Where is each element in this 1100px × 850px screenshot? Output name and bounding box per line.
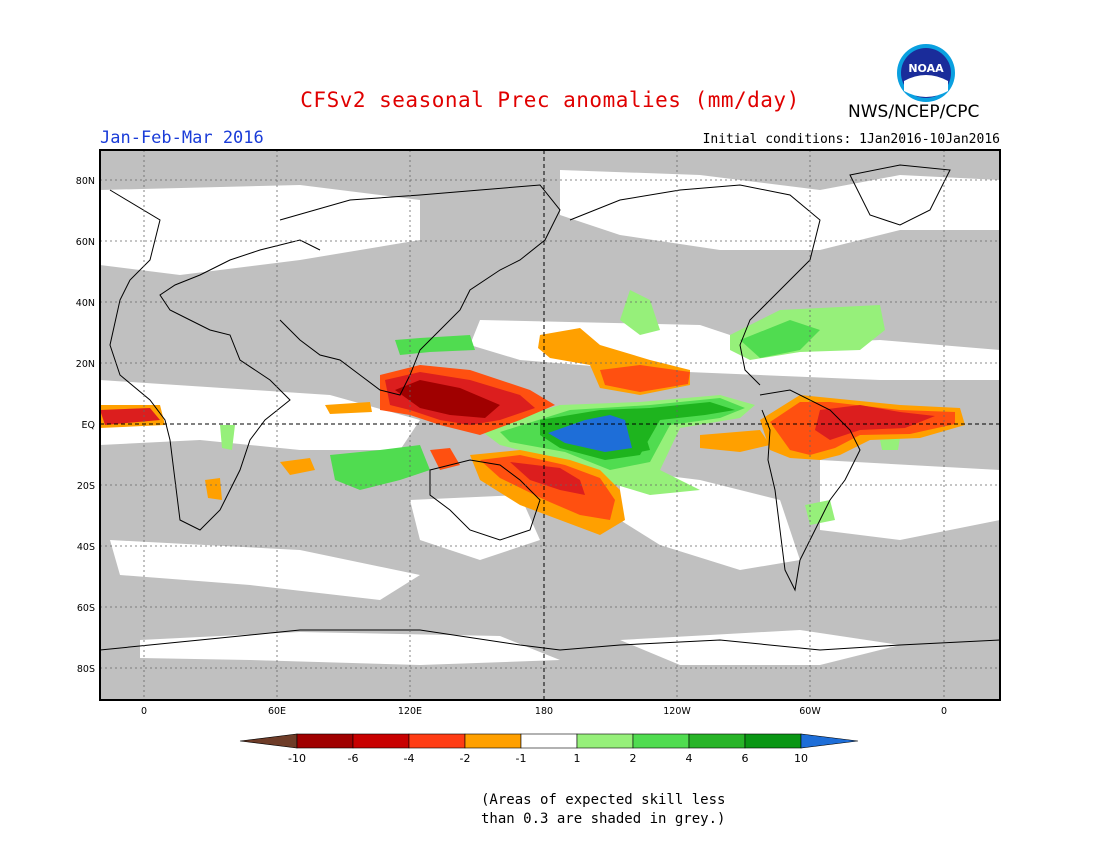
lon-label: 60W <box>799 706 821 717</box>
map-frame <box>99 149 1001 701</box>
lon-label: 60E <box>268 706 286 717</box>
logo-text: NOAA <box>908 62 944 75</box>
gridlines <box>100 150 1000 700</box>
colorbar-label: 6 <box>742 752 749 765</box>
lon-label: 120W <box>663 706 691 717</box>
colorbar-swatch <box>408 733 466 749</box>
lat-axis: 80N 60N 40N 20N EQ 20S 40S 60S 80S <box>76 176 95 675</box>
colorbar-swatch <box>520 733 578 749</box>
lat-label: 40S <box>77 542 95 553</box>
lon-axis: 0 60E 120E 180 120W 60W 0 <box>141 706 947 717</box>
lon-label: 120E <box>398 706 422 717</box>
colorbar-low-arrow <box>239 733 298 749</box>
lon-label: 180 <box>535 706 553 717</box>
skill-note-line-2: than 0.3 are shaded in grey.) <box>481 811 726 827</box>
colorbar-label: 4 <box>686 752 693 765</box>
colorbar-label: -1 <box>516 752 527 765</box>
colorbar-swatch <box>744 733 802 749</box>
colorbar-high-arrow <box>800 733 859 749</box>
colorbar-label: 2 <box>630 752 637 765</box>
lat-label: 60S <box>77 603 95 614</box>
lat-label: 80S <box>77 664 95 675</box>
lon-label: 0 <box>141 706 147 717</box>
skill-note: (Areas of expected skill less than 0.3 a… <box>481 791 725 829</box>
season-label: Jan-Feb-Mar 2016 <box>100 128 264 148</box>
lat-label: 20S <box>77 481 95 492</box>
colorbar: -10 -6 -4 -2 -1 1 2 4 6 10 <box>239 733 859 765</box>
lat-label: EQ <box>82 420 95 431</box>
lat-label: 60N <box>76 237 95 248</box>
colorbar-swatch <box>632 733 690 749</box>
colorbar-label: -4 <box>404 752 415 765</box>
lat-label: 80N <box>76 176 95 187</box>
lon-label: 0 <box>941 706 947 717</box>
initial-conditions-label: Initial conditions: 1Jan2016-10Jan2016 <box>702 132 1000 147</box>
lat-label: 20N <box>76 359 95 370</box>
colorbar-swatch <box>576 733 634 749</box>
chart-title: CFSv2 seasonal Prec anomalies (mm/day) <box>300 88 800 112</box>
colorbar-swatch <box>688 733 746 749</box>
colorbar-swatch <box>352 733 410 749</box>
colorbar-label: -2 <box>460 752 471 765</box>
organization-label: NWS/NCEP/CPC <box>848 102 980 122</box>
equator-dateline <box>100 150 1000 700</box>
colorbar-swatch <box>296 733 354 749</box>
colorbar-swatch <box>464 733 522 749</box>
colorbar-label: 1 <box>574 752 581 765</box>
colorbar-label: -10 <box>288 752 306 765</box>
lat-label: 40N <box>76 298 95 309</box>
colorbar-label: 10 <box>794 752 808 765</box>
colorbar-label: -6 <box>348 752 359 765</box>
anomaly-fields <box>100 170 1000 665</box>
noaa-logo: NOAA <box>897 44 955 102</box>
skill-note-line-1: (Areas of expected skill less <box>481 792 726 808</box>
